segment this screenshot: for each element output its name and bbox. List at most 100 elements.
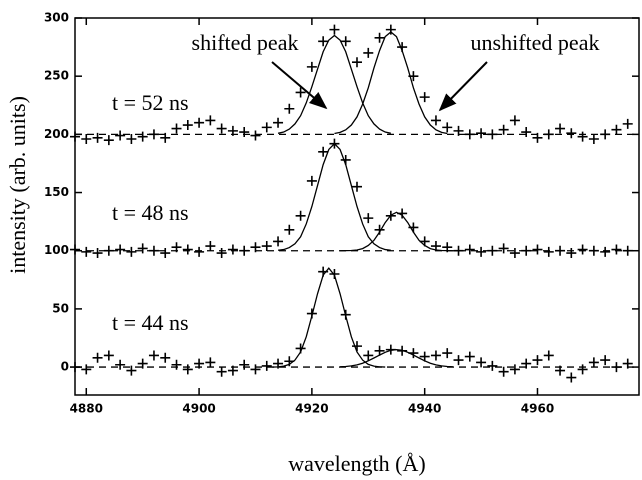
data-point [227, 125, 238, 136]
data-point [622, 358, 633, 369]
fit-curve [277, 34, 391, 134]
annotation: shifted peak [192, 30, 299, 55]
data-point [239, 359, 250, 370]
data-point [442, 122, 453, 133]
data-point [588, 357, 599, 368]
data-point [194, 117, 205, 128]
data-point [148, 245, 159, 256]
data-point [81, 134, 92, 145]
data-point [577, 131, 588, 142]
data-point [70, 131, 80, 142]
data-point [532, 355, 543, 366]
data-point [227, 365, 238, 376]
data-point [453, 355, 464, 366]
data-point [216, 123, 227, 134]
data-point [115, 130, 126, 141]
data-point [419, 92, 430, 103]
data-point [543, 350, 554, 361]
fit-curve [340, 348, 453, 368]
y-tick-label: 300 [44, 11, 69, 25]
data-point [115, 244, 126, 255]
x-tick-label: 4960 [521, 402, 554, 416]
data-point [487, 360, 498, 371]
data-point [385, 24, 396, 35]
data-point [70, 362, 80, 373]
data-point [306, 175, 317, 186]
y-tick-label: 100 [44, 243, 69, 257]
data-point [555, 245, 566, 256]
data-point [464, 244, 475, 255]
data-point [453, 245, 464, 256]
data-point [498, 366, 509, 377]
x-tick-label: 4940 [408, 402, 441, 416]
data-point [103, 350, 114, 361]
data-point [250, 130, 261, 141]
data-point [239, 127, 250, 138]
data-point [566, 128, 577, 139]
data-point [205, 115, 216, 126]
fit-curve [277, 142, 391, 251]
data-point [103, 245, 114, 256]
data-point [250, 242, 261, 253]
data-point [216, 366, 227, 377]
data-point [318, 36, 329, 47]
y-tick-label: 50 [52, 301, 69, 315]
data-point [81, 246, 92, 257]
data-point [273, 117, 284, 128]
data-point [261, 122, 272, 133]
arrow [271, 61, 328, 110]
annotation: t = 48 ns [112, 200, 189, 225]
data-point [115, 359, 126, 370]
plot-frame [74, 17, 640, 396]
data-point [622, 245, 633, 256]
fit-curve [334, 31, 448, 135]
data-point [555, 365, 566, 376]
data-point [126, 246, 137, 257]
data-point [363, 350, 374, 361]
data-point [509, 364, 520, 375]
data-point [148, 350, 159, 361]
data-point [318, 146, 329, 157]
data-point [532, 132, 543, 143]
data-point [419, 351, 430, 362]
fit-curve [272, 267, 386, 368]
data-point [476, 246, 487, 257]
data-point [171, 359, 182, 370]
data-point [295, 210, 306, 221]
data-point [521, 245, 532, 256]
data-point [352, 57, 362, 68]
data-point [171, 242, 182, 253]
y-tick-label: 250 [44, 69, 69, 83]
data-point [205, 241, 216, 252]
data-point [250, 364, 261, 375]
data-point [430, 115, 441, 126]
x-axis-label: wavelength (Å) [288, 451, 425, 476]
data-point [600, 246, 611, 257]
data-point [363, 213, 374, 224]
data-point [498, 124, 509, 135]
y-tick-label: 150 [44, 185, 69, 199]
data-point [239, 245, 250, 256]
data-point [261, 241, 272, 252]
data-point [476, 357, 487, 368]
data-point [340, 36, 351, 47]
data-point [92, 352, 103, 363]
data-point [532, 244, 543, 255]
data-point [487, 245, 498, 256]
data-point [453, 125, 464, 136]
data-point [216, 248, 227, 259]
data-point [295, 87, 306, 98]
data-point [182, 364, 193, 375]
data-point [160, 352, 171, 363]
data-point [464, 129, 475, 140]
data-point [273, 236, 284, 247]
data-point [487, 129, 498, 140]
y-tick-label: 200 [44, 127, 69, 141]
data-point [194, 358, 205, 369]
data-point [160, 248, 171, 259]
data-point [205, 357, 216, 368]
data-point [476, 128, 487, 139]
data-point [577, 244, 588, 255]
data-point [227, 244, 238, 255]
annotation: t = 44 ns [112, 310, 189, 335]
